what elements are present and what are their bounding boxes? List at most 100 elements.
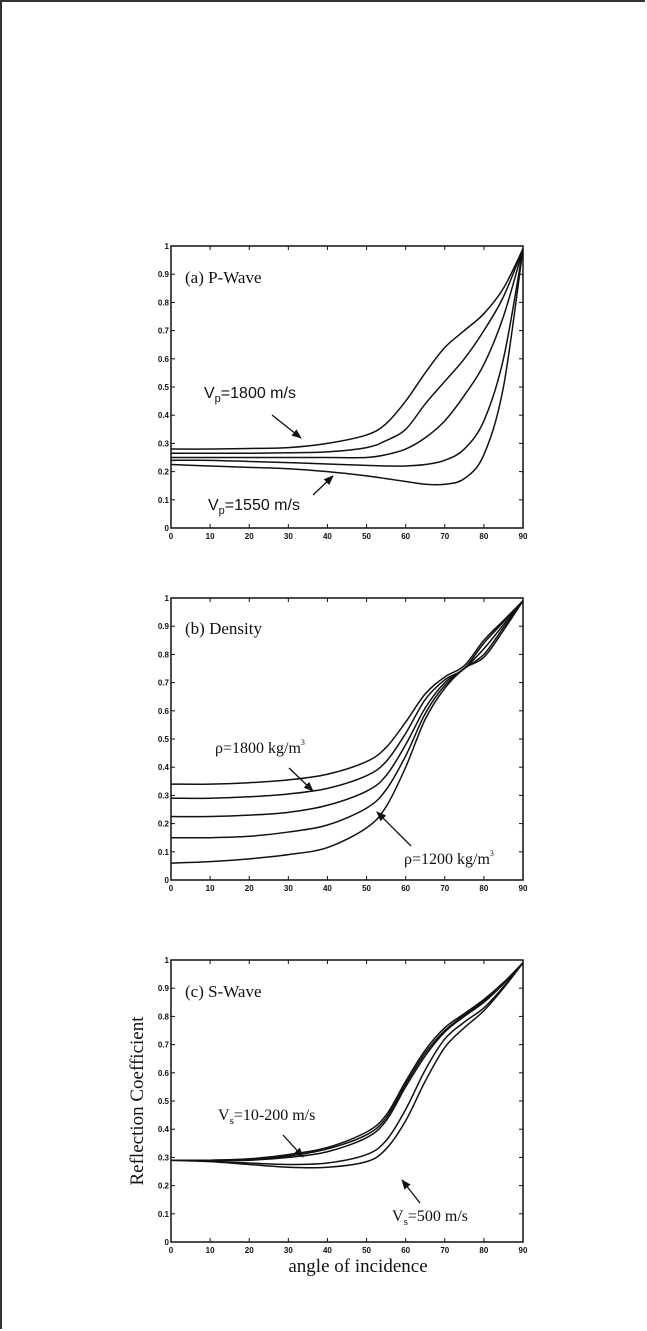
axis-ticks: 0 10 20 30 40 50 60 70 80 90 0 0.1 0.2 0.3 0.4 0.5 0.6 0.…: [158, 956, 528, 1255]
y-tick-label: 0: [165, 524, 170, 533]
x-axis-title: angle of incidence: [288, 1256, 427, 1277]
y-tick-label: 0.2: [158, 1182, 170, 1191]
annotation-arrow-lower: [312, 475, 334, 496]
y-tick-label: 0.7: [158, 679, 170, 688]
series-line-5: [170, 248, 524, 486]
series-line-5: [170, 962, 524, 1169]
annotation-lower: Vp=1550 m/s: [208, 497, 300, 517]
x-tick-label: 50: [362, 1246, 371, 1255]
x-tick-label: 70: [440, 884, 449, 893]
y-tick-label: 0.1: [158, 1210, 170, 1219]
x-tick-label: 90: [519, 532, 528, 541]
annotation-arrow-upper: [282, 1134, 304, 1158]
series-line-4: [170, 248, 524, 467]
y-tick-label: 1: [165, 242, 170, 251]
y-tick-label: 0.3: [158, 439, 170, 448]
y-tick-label: 0.5: [158, 735, 170, 744]
curves: [170, 962, 524, 1169]
x-tick-label: 0: [169, 1246, 174, 1255]
y-tick-label: 0.5: [158, 1097, 170, 1106]
annotation-lower: Vs=500 m/s: [392, 1208, 468, 1228]
y-tick-label: 0.8: [158, 298, 170, 307]
series-line-3: [171, 248, 524, 459]
x-tick-label: 0: [169, 884, 174, 893]
annotation-upper: Vs=10-200 m/s: [218, 1107, 315, 1127]
x-tick-label: 60: [401, 1246, 410, 1255]
series-line-2: [170, 248, 524, 455]
x-tick-label: 90: [519, 884, 528, 893]
y-tick-label: 0.5: [158, 383, 170, 392]
x-tick-label: 20: [245, 532, 254, 541]
x-tick-label: 10: [206, 884, 215, 893]
x-tick-label: 30: [284, 532, 293, 541]
x-tick-label: 80: [479, 532, 488, 541]
y-tick-label: 0.1: [158, 848, 170, 857]
axis-ticks: 0 10 20 30 40 50 60 70 80 90 0 0.1 0.2 0.3 0.4 0.5 0.6 0.…: [158, 594, 528, 893]
annotation-lower: ρ=1200 kg/m3: [404, 849, 494, 868]
y-tick-label: 0.8: [158, 650, 170, 659]
y-tick-label: 0.8: [158, 1012, 170, 1021]
series-line-4: [170, 962, 524, 1166]
y-tick-label: 0.6: [158, 1069, 170, 1078]
x-tick-label: 90: [519, 1246, 528, 1255]
series-line-5: [170, 600, 524, 864]
x-tick-label: 20: [245, 884, 254, 893]
annotation-arrow-upper: [288, 767, 314, 792]
series-line-4: [170, 600, 524, 839]
y-tick-label: 1: [165, 594, 170, 603]
panel-label: (b) Density: [185, 619, 262, 638]
panel-density: 0 10 20 30 40 50 60 70 80 90 0 0.1 0.2 0.3 0.4 0.5 0.6 0.…: [158, 594, 528, 893]
x-tick-label: 80: [479, 884, 488, 893]
y-tick-label: 0.4: [158, 1125, 170, 1134]
panel-p-wave: 0 10 20 30 40 50 60 70 80 90 0 0.1 0.2 0.3 0.4 0.5 0.6 0.…: [158, 242, 528, 541]
series-line-3: [170, 600, 524, 818]
plot-frame: [170, 959, 524, 1243]
y-tick-label: 0.4: [158, 411, 170, 420]
x-tick-label: 0: [169, 532, 174, 541]
y-tick-label: 0.9: [158, 984, 170, 993]
x-tick-label: 10: [206, 1246, 215, 1255]
x-tick-label: 40: [323, 1246, 332, 1255]
x-tick-label: 50: [362, 884, 371, 893]
series-line-1: [170, 600, 524, 785]
y-tick-label: 0.1: [158, 496, 170, 505]
panel-s-wave: 0 10 20 30 40 50 60 70 80 90 0 0.1 0.2 0.3 0.4 0.5 0.6 0.…: [127, 956, 528, 1277]
axis-ticks: 0 10 20 30 40 50 60 70 80 90 0 0.1 0.2 0.3 0.4 0.5 0.6 0.…: [158, 242, 528, 541]
annotation-upper: ρ=1800 kg/m3: [215, 738, 305, 757]
x-tick-label: 70: [440, 1246, 449, 1255]
y-tick-label: 0.6: [158, 355, 170, 364]
series-line-2: [170, 600, 524, 800]
x-tick-label: 60: [401, 532, 410, 541]
x-tick-label: 40: [323, 532, 332, 541]
x-tick-label: 40: [323, 884, 332, 893]
x-tick-label: 10: [206, 532, 215, 541]
x-tick-label: 50: [362, 532, 371, 541]
y-tick-label: 0.6: [158, 707, 170, 716]
x-tick-label: 70: [440, 532, 449, 541]
y-tick-label: 0: [165, 876, 170, 885]
y-axis-title: Reflection Coefficient: [127, 1016, 148, 1186]
y-tick-label: 0.7: [158, 327, 170, 336]
y-tick-label: 0.7: [158, 1041, 170, 1050]
annotation-arrow-lower: [401, 1179, 421, 1204]
panel-label: (c) S-Wave: [185, 982, 262, 1001]
annotation-arrow-upper: [271, 414, 302, 439]
x-tick-label: 30: [284, 1246, 293, 1255]
series-line-3: [170, 962, 524, 1162]
y-tick-label: 0.2: [158, 468, 170, 477]
panel-label: (a) P-Wave: [185, 268, 262, 287]
x-tick-label: 30: [284, 884, 293, 893]
y-tick-label: 0.3: [158, 791, 170, 800]
y-tick-label: 0.3: [158, 1153, 170, 1162]
y-tick-label: 1: [165, 956, 170, 965]
x-tick-label: 20: [245, 1246, 254, 1255]
y-tick-label: 0.9: [158, 622, 170, 631]
annotation-upper: Vp=1800 m/s: [204, 385, 296, 405]
curves: [170, 600, 524, 864]
series-line-2: [170, 962, 524, 1162]
y-tick-label: 0: [165, 1238, 170, 1247]
x-tick-label: 80: [479, 1246, 488, 1255]
y-tick-label: 0.2: [158, 820, 170, 829]
